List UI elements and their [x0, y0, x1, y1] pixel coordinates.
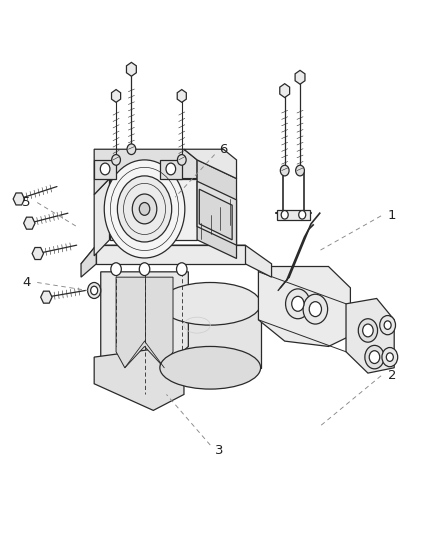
- Text: 1: 1: [388, 209, 396, 222]
- Circle shape: [296, 165, 304, 176]
- Circle shape: [281, 211, 288, 219]
- Circle shape: [309, 302, 321, 317]
- Polygon shape: [160, 304, 261, 368]
- Circle shape: [177, 263, 187, 276]
- Polygon shape: [24, 217, 35, 229]
- Polygon shape: [116, 277, 173, 368]
- Polygon shape: [280, 84, 290, 98]
- Circle shape: [88, 282, 101, 298]
- Circle shape: [132, 194, 157, 224]
- Polygon shape: [81, 245, 96, 277]
- Polygon shape: [13, 193, 25, 205]
- Circle shape: [139, 203, 150, 215]
- Polygon shape: [184, 149, 237, 179]
- Polygon shape: [94, 179, 110, 256]
- Polygon shape: [199, 189, 232, 240]
- Circle shape: [303, 294, 328, 324]
- Polygon shape: [96, 245, 245, 264]
- Text: 2: 2: [388, 369, 396, 382]
- Polygon shape: [32, 247, 43, 260]
- Text: 4: 4: [22, 276, 31, 289]
- Circle shape: [117, 176, 172, 242]
- Polygon shape: [277, 210, 310, 220]
- Ellipse shape: [160, 282, 261, 325]
- Circle shape: [177, 155, 186, 165]
- Polygon shape: [110, 179, 197, 240]
- Circle shape: [386, 353, 393, 361]
- Circle shape: [139, 263, 150, 276]
- Text: 3: 3: [215, 444, 223, 457]
- Circle shape: [369, 351, 380, 364]
- Text: 5: 5: [22, 196, 31, 209]
- Polygon shape: [197, 181, 237, 245]
- Polygon shape: [197, 160, 237, 259]
- Polygon shape: [94, 349, 184, 410]
- Polygon shape: [101, 272, 188, 386]
- Circle shape: [380, 316, 396, 335]
- Circle shape: [299, 211, 306, 219]
- Polygon shape: [177, 90, 186, 102]
- Circle shape: [286, 289, 310, 319]
- Polygon shape: [160, 160, 182, 179]
- Circle shape: [358, 319, 378, 342]
- Ellipse shape: [160, 346, 261, 389]
- Polygon shape: [94, 149, 197, 195]
- Circle shape: [111, 263, 121, 276]
- Circle shape: [91, 286, 98, 295]
- Circle shape: [112, 155, 120, 165]
- Circle shape: [280, 165, 289, 176]
- Circle shape: [365, 345, 384, 369]
- Circle shape: [166, 163, 176, 175]
- Polygon shape: [112, 90, 120, 102]
- Circle shape: [363, 324, 373, 337]
- Circle shape: [127, 144, 136, 155]
- Circle shape: [104, 160, 185, 258]
- Circle shape: [292, 296, 304, 311]
- Polygon shape: [41, 291, 52, 303]
- Polygon shape: [346, 298, 394, 373]
- Circle shape: [382, 348, 398, 367]
- Text: 6: 6: [219, 143, 228, 156]
- Polygon shape: [127, 62, 136, 76]
- Circle shape: [384, 321, 391, 329]
- Polygon shape: [94, 160, 116, 179]
- Circle shape: [100, 163, 110, 175]
- Polygon shape: [295, 70, 305, 84]
- Polygon shape: [258, 266, 350, 346]
- Polygon shape: [81, 245, 272, 277]
